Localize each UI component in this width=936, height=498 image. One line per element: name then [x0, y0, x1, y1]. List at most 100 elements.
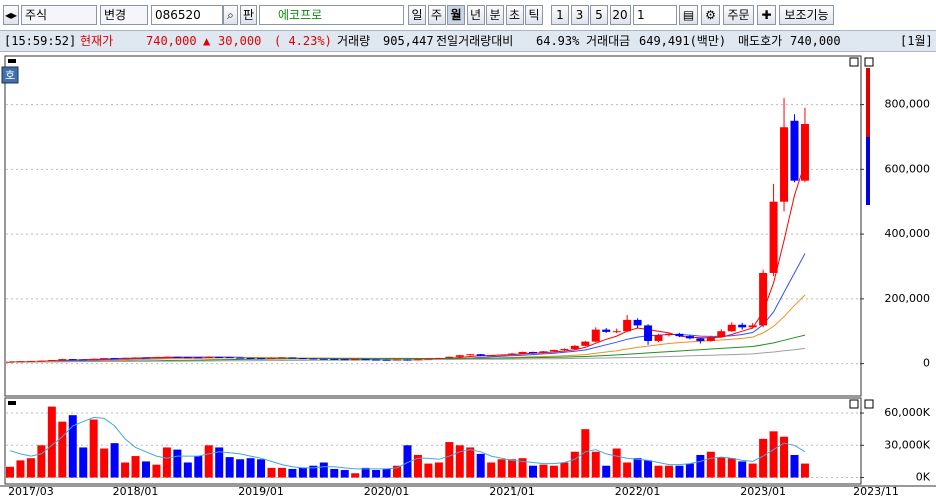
candle-body: [204, 356, 213, 358]
candle-body: [288, 357, 297, 359]
assist-button[interactable]: 보조기능: [779, 5, 834, 25]
ho-button[interactable]: [1, 66, 19, 84]
price: 740,000: [146, 34, 197, 48]
rate: ( 4.23%): [274, 34, 332, 48]
panel-button[interactable]: [849, 57, 859, 67]
volume-bar: [225, 457, 234, 478]
candle-body: [424, 358, 433, 360]
change: 30,000: [218, 34, 262, 48]
arrow: ▲: [203, 34, 211, 48]
volume-bar: [759, 438, 768, 478]
order-button[interactable]: 주문: [723, 5, 754, 25]
candle-body: [591, 329, 600, 342]
volume-bar: [319, 462, 328, 478]
volume-bar: [79, 447, 88, 478]
candle-body: [152, 357, 161, 359]
volume-bar: [487, 462, 496, 478]
volume-bar: [664, 465, 673, 478]
candle-body: [403, 359, 412, 361]
name-box[interactable]: 에코프로: [259, 5, 404, 25]
code-input[interactable]: 086520: [151, 5, 223, 25]
volume-bar: [37, 445, 46, 478]
panel-button[interactable]: [864, 399, 874, 409]
market-select[interactable]: 주식: [21, 5, 97, 25]
ask-bar: [866, 68, 870, 137]
volume-bar: [466, 447, 475, 478]
candle-body: [518, 351, 527, 354]
toolbar-button[interactable]: 월: [447, 5, 465, 25]
candle-body: [790, 120, 799, 181]
candle-body: [194, 357, 203, 359]
candle-body: [319, 358, 328, 360]
candle-body: [298, 358, 307, 360]
x-tick-label: 2018/01: [113, 485, 159, 498]
nav-arrows[interactable]: ◂▸: [3, 5, 19, 25]
count-input[interactable]: 1: [633, 5, 677, 25]
volume-bar: [288, 468, 297, 478]
candle-body: [173, 356, 182, 358]
candle-body: [529, 351, 537, 353]
pan-button[interactable]: 판: [240, 5, 257, 25]
x-tick-label: 2023/11: [853, 485, 899, 498]
candle-body: [800, 124, 809, 181]
settings-button[interactable]: ⚙: [701, 5, 720, 25]
toolbar-button[interactable]: 년: [466, 5, 485, 25]
volume-bar: [748, 463, 757, 478]
volume-bar: [706, 451, 715, 478]
volume-bar: [330, 468, 339, 478]
toolbar-button[interactable]: 틱: [525, 5, 543, 25]
toolbar-button[interactable]: 20: [609, 5, 631, 25]
volume-bar: [497, 459, 506, 478]
candle-body: [644, 325, 653, 341]
candle-body: [6, 361, 14, 363]
save-button[interactable]: ▤: [679, 5, 698, 25]
toolbar-button[interactable]: 일: [408, 5, 426, 25]
volume-bar: [110, 443, 119, 478]
x-tick-label: 2023/01: [740, 485, 786, 498]
y-tick-label: 200,000: [885, 292, 931, 305]
volume-bar: [623, 462, 632, 478]
candle-body: [257, 358, 266, 360]
candle-body: [685, 336, 694, 339]
volume-bar: [215, 447, 224, 478]
volume: 905,447: [383, 34, 434, 48]
candle-body: [455, 355, 464, 357]
volume-bar: [68, 415, 77, 478]
candle-body: [748, 325, 757, 328]
toolbar-button[interactable]: 1: [551, 5, 569, 25]
candle-body: [487, 355, 496, 357]
candle-body: [696, 338, 705, 341]
time: [15:59:52]: [4, 34, 77, 48]
volume-bar: [121, 462, 130, 478]
candle-body: [141, 357, 150, 359]
search-button[interactable]: ⌕: [223, 5, 238, 25]
panel-button[interactable]: [864, 57, 874, 67]
candle-body: [476, 354, 485, 356]
candle-body: [539, 351, 548, 353]
toolbar-button[interactable]: 분: [486, 5, 504, 25]
add-button[interactable]: ✚: [757, 5, 776, 25]
candle-body: [497, 354, 506, 356]
candle-body: [162, 356, 171, 358]
toolbar-button[interactable]: 3: [570, 5, 589, 25]
candle-body: [340, 359, 349, 361]
volume-bar: [236, 459, 245, 478]
change-select[interactable]: 변경: [100, 5, 148, 25]
volume-bar: [131, 456, 140, 478]
volume-bar: [780, 436, 789, 478]
volume-bar: [100, 448, 109, 478]
ask: 740,000: [790, 34, 841, 48]
toolbar-button[interactable]: 초: [505, 5, 524, 25]
panel-button[interactable]: [849, 399, 859, 409]
toolbar-button[interactable]: 주: [427, 5, 446, 25]
toolbar-button[interactable]: 5: [590, 5, 608, 25]
line: [9, 416, 806, 470]
candle-body: [225, 357, 234, 359]
volume-bar: [529, 465, 537, 478]
info-bar: [15:59:52] 현재가 740,000 ▲ 30,000 ( 4.23%)…: [0, 30, 936, 52]
candle-body: [675, 333, 684, 337]
volume-panel: [4, 397, 862, 485]
x-tick-label: 2020/01: [364, 485, 410, 498]
candle-body: [309, 358, 318, 360]
